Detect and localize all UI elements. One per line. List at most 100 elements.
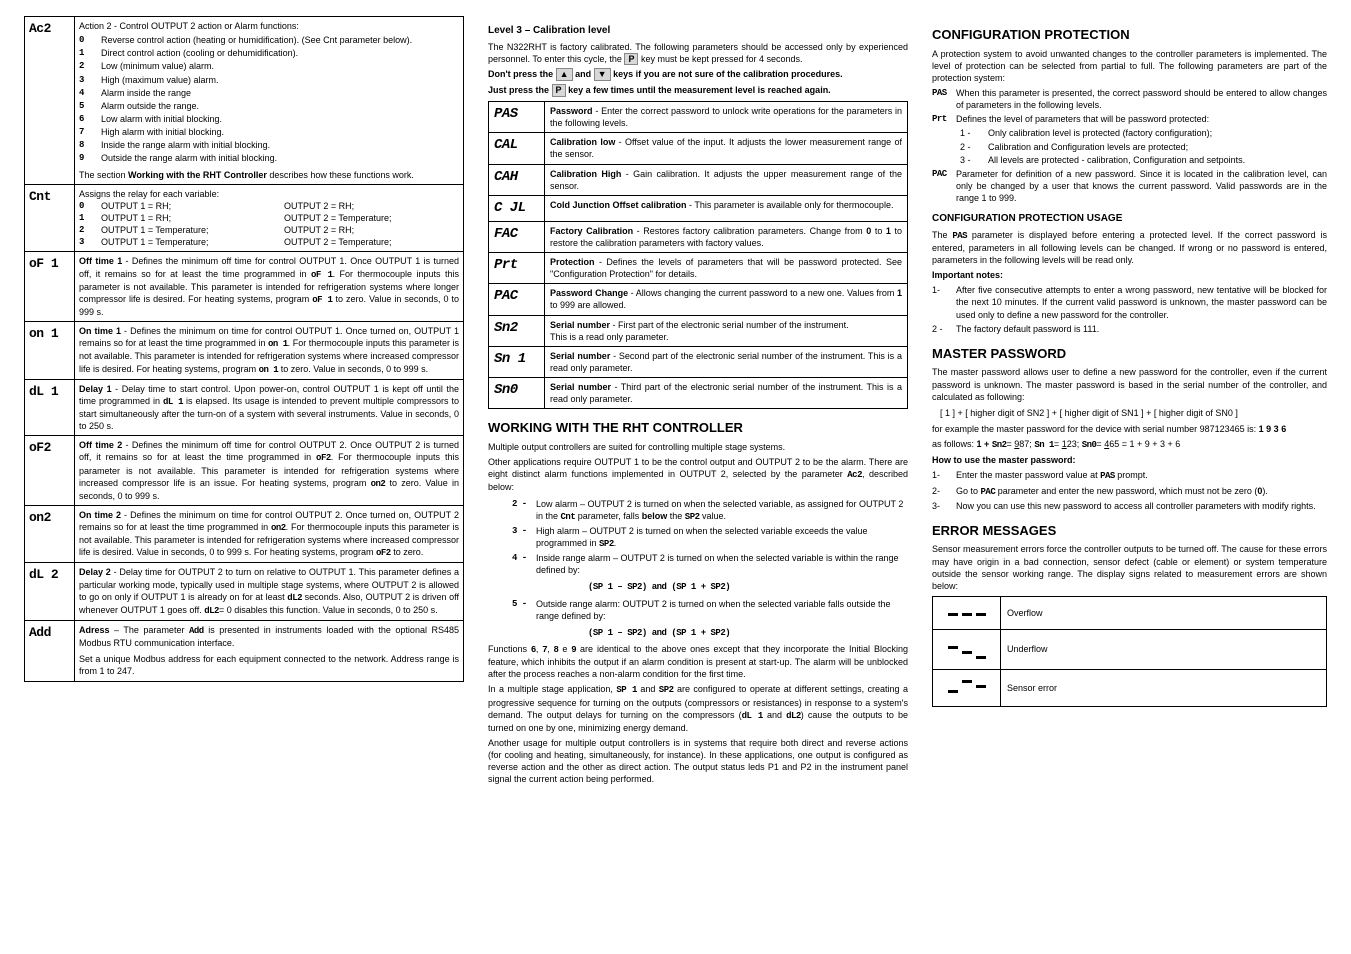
- pas-row: Sn2Serial number - First part of the ele…: [489, 315, 908, 346]
- p-key-icon-2: P: [552, 84, 566, 97]
- alarm-item: 4 -Inside range alarm – OUTPUT 2 is turn…: [512, 552, 908, 576]
- l3-warn2: Just press the P key a few times until t…: [488, 84, 908, 97]
- masterpw-heading: MASTER PASSWORD: [932, 345, 1327, 363]
- param-desc: On time 2 - Defines the minimum on time …: [75, 505, 464, 563]
- howto-item: 3-Now you can use this new password to a…: [932, 500, 1327, 512]
- cfgprot-usage-p1: The PAS parameter is displayed before en…: [932, 229, 1327, 266]
- down-key-icon: ▼: [594, 68, 611, 81]
- masterpw-formula: [ 1 ] + [ higher digit of SN2 ] + [ high…: [940, 407, 1327, 419]
- pas-desc: Serial number - Third part of the electr…: [545, 378, 908, 409]
- alarm-item-5-text: Outside range alarm: OUTPUT 2 is turned …: [536, 598, 908, 622]
- l3-warn1b: keys if you are not sure of the calibrat…: [613, 69, 843, 79]
- imp-notes-list: 1-After five consecutive attempts to ent…: [932, 284, 1327, 335]
- pas-code: Sn 1: [489, 346, 545, 377]
- page-root: Ac2Action 2 - Control OUTPUT 2 action or…: [24, 16, 1327, 789]
- param-row: AddAdress – The parameter Add is present…: [25, 621, 464, 682]
- pas-row: Sn0Serial number - Third part of the ele…: [489, 378, 908, 409]
- action-item: 1Direct control action (cooling or dehum…: [79, 47, 459, 59]
- param-row: CntAssigns the relay for each variable:0…: [25, 184, 464, 252]
- alarm-list-5: 5 - Outside range alarm: OUTPUT 2 is tur…: [512, 598, 908, 622]
- pas-row: C JLCold Junction Offset calibration - T…: [489, 195, 908, 221]
- pas-row: FACFactory Calibration - Restores factor…: [489, 221, 908, 252]
- param-row: oF2Off time 2 - Defines the minimum off …: [25, 436, 464, 506]
- pac-text: Parameter for definition of a new passwo…: [956, 168, 1327, 204]
- action-item: 5Alarm outside the range.: [79, 100, 459, 112]
- err-icon: [933, 630, 1001, 670]
- l3-p1b: key must be kept pressed for 4 seconds.: [641, 54, 803, 64]
- param-code: Cnt: [25, 184, 75, 252]
- pac-code: PAC: [932, 168, 950, 204]
- prt-sub-item: 2 -Calibration and Configuration levels …: [960, 141, 1327, 153]
- err-row: Sensor error: [933, 670, 1327, 707]
- masterpw-ex-intro: for example the master password for the …: [932, 423, 1327, 435]
- imp-note-item: 1-After five consecutive attempts to ent…: [932, 284, 1327, 320]
- pas-code: Prt: [489, 253, 545, 284]
- cnt-row: 0OUTPUT 1 = RH;OUTPUT 2 = RH;: [79, 200, 459, 212]
- param-code: on 1: [25, 322, 75, 380]
- param-desc: Action 2 - Control OUTPUT 2 action or Al…: [75, 17, 464, 185]
- formula2: (SP 1 – SP2) and (SP 1 + SP2): [588, 626, 908, 639]
- p-key-icon: P: [624, 53, 638, 66]
- working-p5: Another usage for multiple output contro…: [488, 737, 908, 786]
- masterpw-ex-line: as follows: 1 + Sn2= 987; Sn 1= 123; Sn0…: [932, 438, 1327, 451]
- param-row: oF 1Off time 1 - Defines the minimum off…: [25, 252, 464, 322]
- cnt-row: 2OUTPUT 1 = Temperature;OUTPUT 2 = RH;: [79, 224, 459, 236]
- prt-sub-item: 3 -All levels are protected - calibratio…: [960, 154, 1327, 166]
- pas-desc: Calibration High - Gain calibration. It …: [545, 164, 908, 195]
- howto-item: 2-Go to PAC parameter and enter the new …: [932, 485, 1327, 498]
- param-row: on 1On time 1 - Defines the minimum on t…: [25, 322, 464, 380]
- right-column: CONFIGURATION PROTECTION A protection sy…: [932, 16, 1327, 789]
- pas-code: CAL: [489, 133, 545, 164]
- masterpw-p1: The master password allows user to defin…: [932, 366, 1327, 402]
- param-desc: Assigns the relay for each variable:0OUT…: [75, 184, 464, 252]
- param-code: oF 1: [25, 252, 75, 322]
- err-p1: Sensor measurement errors force the cont…: [932, 543, 1327, 592]
- pas-desc: Password Change - Allows changing the cu…: [545, 284, 908, 315]
- prt-sub-list: 1 -Only calibration level is protected (…: [960, 127, 1327, 165]
- pas-desc: Password - Enter the correct password to…: [545, 102, 908, 133]
- pas-desc: Cold Junction Offset calibration - This …: [545, 195, 908, 221]
- action-item: 0Reverse control action (heating or humi…: [79, 34, 459, 46]
- param-row: dL 1Delay 1 - Delay time to start contro…: [25, 379, 464, 436]
- pac-item: PAC Parameter for definition of a new pa…: [932, 168, 1327, 204]
- action-item: 6Low alarm with initial blocking.: [79, 113, 459, 125]
- alarm-item-5: 5 - Outside range alarm: OUTPUT 2 is tur…: [512, 598, 908, 622]
- err-label: Overflow: [1001, 596, 1327, 629]
- pas-row: Sn 1Serial number - Second part of the e…: [489, 346, 908, 377]
- param-row: dL 2Delay 2 - Delay time for OUTPUT 2 to…: [25, 563, 464, 621]
- alarm-list: 2 -Low alarm – OUTPUT 2 is turned on whe…: [512, 498, 908, 577]
- param-desc: Delay 1 - Delay time to start control. U…: [75, 379, 464, 436]
- cfgprot-heading: CONFIGURATION PROTECTION: [932, 26, 1327, 44]
- pas-row: PACPassword Change - Allows changing the…: [489, 284, 908, 315]
- cnt-row: 1OUTPUT 1 = RH;OUTPUT 2 = Temperature;: [79, 212, 459, 224]
- param-code: dL 1: [25, 379, 75, 436]
- action-item: 3High (maximum value) alarm.: [79, 74, 459, 86]
- l3-warn1a: Don't press the: [488, 69, 553, 79]
- l3-warn1-and: and: [575, 69, 591, 79]
- param-desc: Off time 2 - Defines the minimum off tim…: [75, 436, 464, 506]
- labelled-item: PrtDefines the level of parameters that …: [932, 113, 1327, 125]
- param-code: Add: [25, 621, 75, 682]
- labelled-list: PASWhen this parameter is presented, the…: [932, 87, 1327, 125]
- l3-warn2b: key a few times until the measurement le…: [568, 85, 831, 95]
- howto-heading: How to use the master password:: [932, 454, 1327, 466]
- err-icon: [933, 670, 1001, 707]
- up-key-icon: ▲: [556, 68, 573, 81]
- pas-code: PAC: [489, 284, 545, 315]
- working-p3: Functions 6, 7, 8 e 9 are identical to t…: [488, 643, 908, 680]
- param-row: on2On time 2 - Defines the minimum on ti…: [25, 505, 464, 563]
- imp-notes-heading: Important notes:: [932, 269, 1327, 281]
- working-p2: Other applications require OUTPUT 1 to b…: [488, 456, 908, 493]
- action-item: 4Alarm inside the range: [79, 87, 459, 99]
- working-heading: WORKING WITH THE RHT CONTROLLER: [488, 419, 908, 437]
- cfgprot-p1: A protection system to avoid unwanted ch…: [932, 48, 1327, 84]
- pas-desc: Calibration low - Offset value of the in…: [545, 133, 908, 164]
- cfgprot-usage-heading: CONFIGURATION PROTECTION USAGE: [932, 212, 1327, 226]
- param-desc: On time 1 - Defines the minimum on time …: [75, 322, 464, 380]
- pas-desc: Factory Calibration - Restores factory c…: [545, 221, 908, 252]
- howto-list: 1-Enter the master password value at PAS…: [932, 469, 1327, 511]
- formula1: (SP 1 – SP2) and (SP 1 + SP2): [588, 580, 908, 593]
- param-desc: Delay 2 - Delay time for OUTPUT 2 to tur…: [75, 563, 464, 621]
- working-p4: In a multiple stage application, SP 1 an…: [488, 683, 908, 734]
- param-table: Ac2Action 2 - Control OUTPUT 2 action or…: [24, 16, 464, 682]
